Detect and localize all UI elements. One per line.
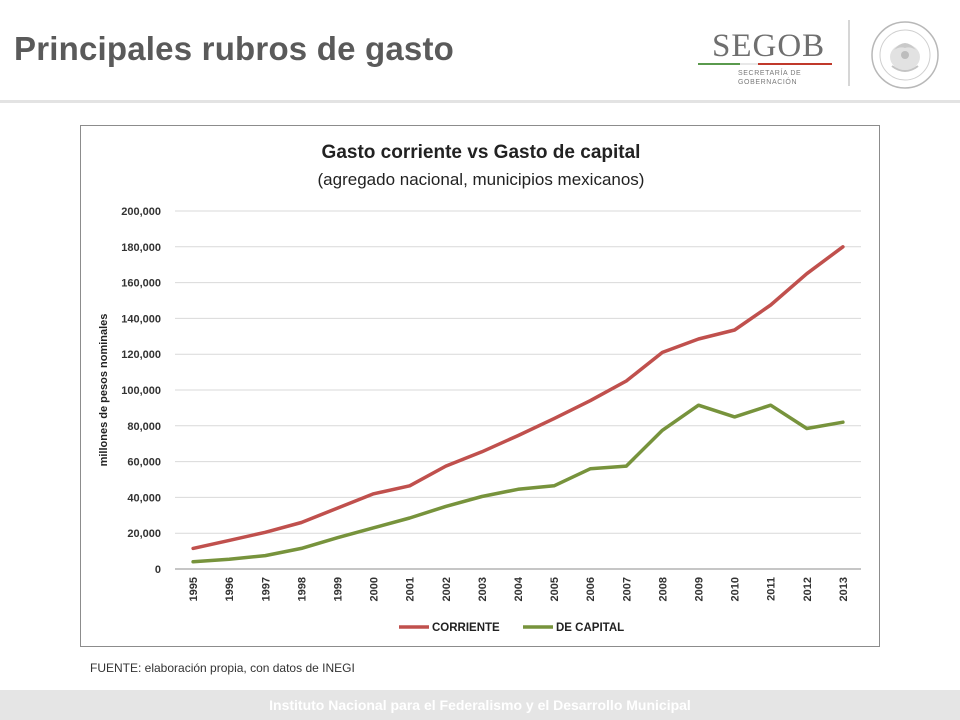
legend-label: DE CAPITAL — [556, 622, 624, 634]
y-tick-label: 0 — [155, 564, 161, 576]
x-tick-label: 2006 — [585, 577, 597, 601]
x-tick-label: 2003 — [477, 577, 489, 601]
y-tick-label: 60,000 — [127, 457, 161, 469]
escudo-nacional-seal-icon — [871, 21, 939, 89]
y-tick-label: 40,000 — [127, 492, 161, 504]
x-tick-label: 1996 — [224, 577, 236, 601]
logo-flag-stripe — [698, 63, 832, 65]
y-tick-label: 200,000 — [121, 206, 161, 218]
header-divider — [0, 100, 960, 103]
source-note: FUENTE: elaboración propia, con datos de… — [90, 661, 355, 675]
x-tick-label: 2005 — [549, 577, 561, 601]
x-tick-label: 2004 — [513, 576, 525, 601]
series-line-de-capital — [191, 403, 845, 564]
y-tick-label: 20,000 — [127, 528, 161, 540]
line-chart: 0 20,000 40,000 60,000 80,000 100,000 120,000 1… — [98, 206, 861, 634]
logo-subtitle-line2: GOBERNACIÓN — [738, 79, 798, 86]
y-tick-label: 100,000 — [121, 385, 161, 397]
y-axis-title: millones de pesos nominales — [98, 314, 110, 467]
legend-label: CORRIENTE — [432, 622, 500, 634]
x-tick-label: 1999 — [332, 577, 344, 601]
x-tick-label: 2012 — [802, 577, 814, 601]
slide-title: Principales rubros de gasto — [14, 30, 455, 67]
chart-subtitle: (agregado nacional, municipios mexicanos… — [317, 170, 645, 189]
y-tick-label: 140,000 — [121, 313, 161, 325]
segob-wordmark: SEGOB — [712, 28, 826, 64]
footer-bar: Instituto Nacional para el Federalismo y… — [0, 690, 960, 720]
x-tick-label: 2011 — [766, 577, 778, 601]
series-line-corriente — [191, 245, 845, 551]
segob-logo: SEGOB SECRETARÍA DE GOBERNACIÓN — [690, 20, 950, 96]
x-tick-label: 1995 — [188, 577, 200, 601]
x-tick-label: 1998 — [296, 577, 308, 601]
logo-subtitle-line1: SECRETARÍA DE — [738, 70, 802, 77]
x-tick-label: 2001 — [405, 577, 417, 601]
x-tick-label: 2008 — [657, 577, 669, 601]
chart-title: Gasto corriente vs Gasto de capital — [321, 142, 641, 163]
chart-frame: Gasto corriente vs Gasto de capital (agr… — [80, 125, 880, 647]
x-tick-label: 2002 — [441, 577, 453, 601]
logo-divider — [848, 20, 850, 86]
y-tick-label: 120,000 — [121, 349, 161, 361]
x-tick-label: 2007 — [621, 577, 633, 601]
x-tick-label: 2009 — [694, 577, 706, 601]
footer-text: Instituto Nacional para el Federalismo y… — [269, 697, 691, 713]
x-tick-label: 2000 — [369, 577, 381, 601]
x-tick-label: 2013 — [838, 577, 850, 601]
y-tick-label: 180,000 — [121, 242, 161, 254]
x-tick-label: 2010 — [730, 577, 742, 601]
y-tick-label: 80,000 — [127, 421, 161, 433]
y-tick-label: 160,000 — [121, 278, 161, 290]
x-tick-label: 1997 — [260, 577, 272, 601]
